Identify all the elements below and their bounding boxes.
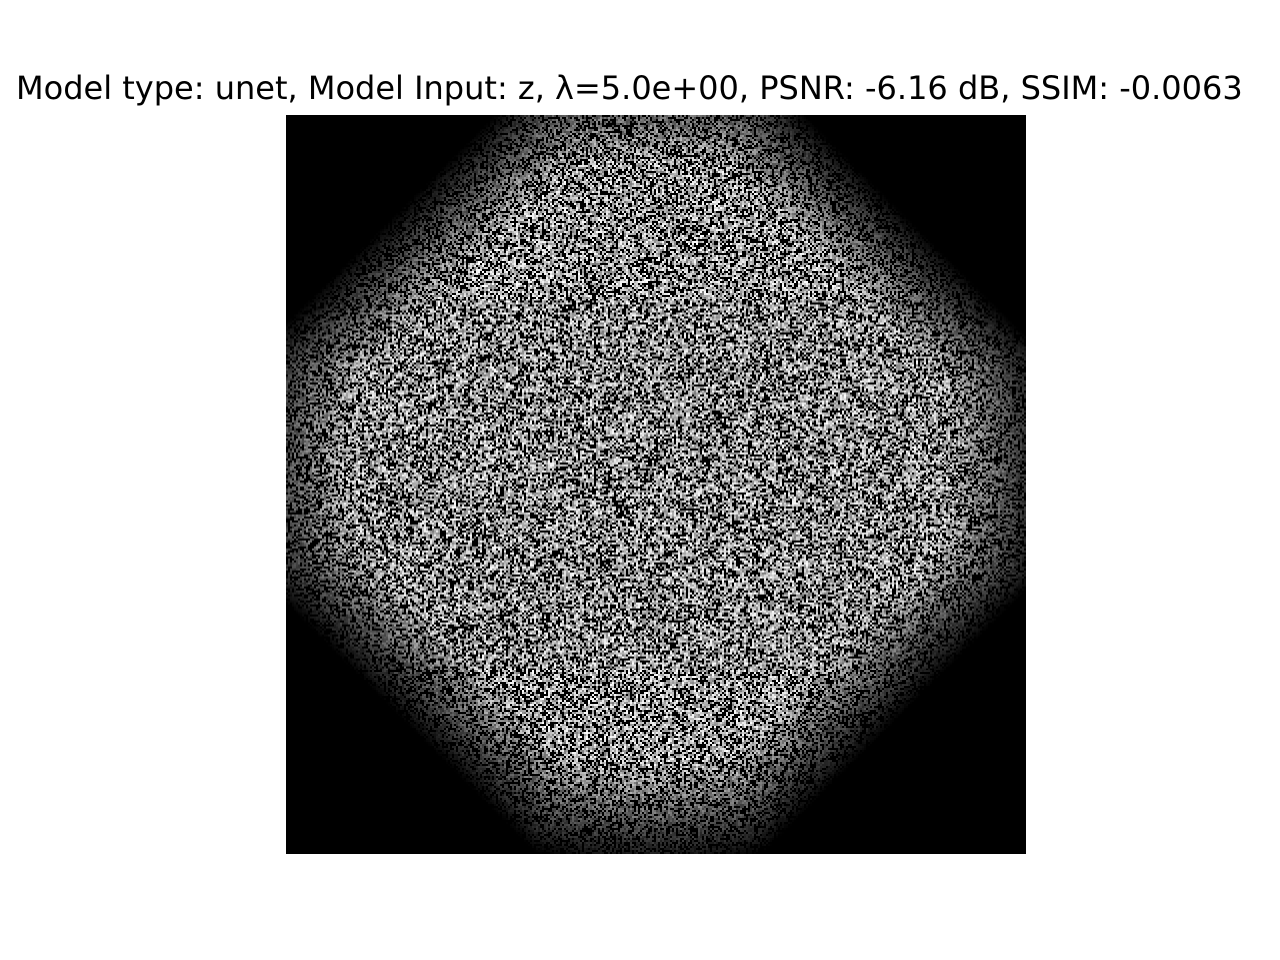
noise-reconstruction-image-canvas xyxy=(286,115,1026,854)
figure-title: Model type: unet, Model Input: z, λ=5.0e… xyxy=(16,69,1243,107)
reconstruction-image xyxy=(286,115,1026,854)
